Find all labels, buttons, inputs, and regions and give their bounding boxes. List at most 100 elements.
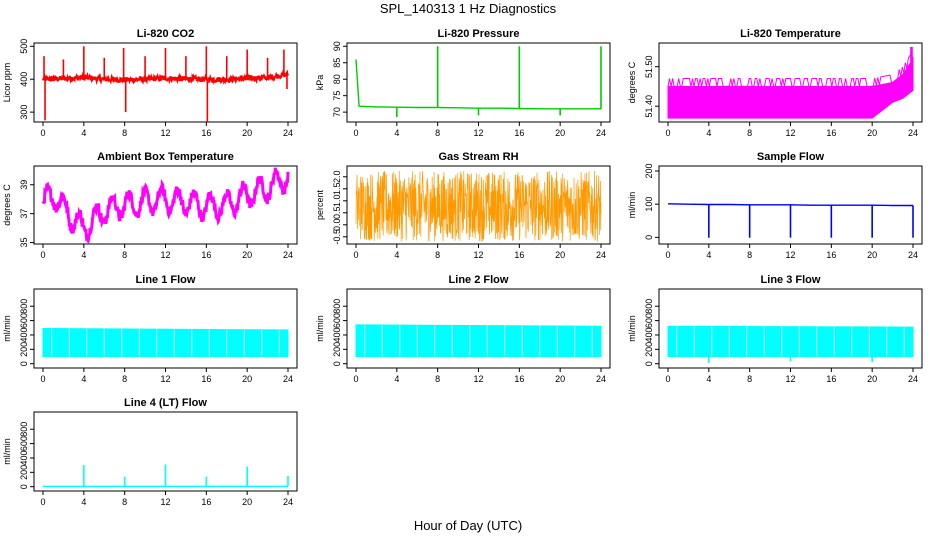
data-series [667,46,914,119]
y-tick-label: -0.5 [332,229,342,245]
y-tick-label: 200 [19,465,29,480]
x-tick-label: 4 [706,374,711,384]
x-tick-label: 12 [160,250,170,260]
chart-title: Line 1 Flow [136,274,196,286]
x-tick-label: 12 [785,250,795,260]
x-tick-label: 24 [596,374,606,384]
y-tick-label: 300 [19,105,29,120]
data-series [355,324,602,357]
chart-line-4-lt-flow: Line 4 (LT) Flow ml/min 0 4 8 12 16 20 24 0 200400… [2,397,298,507]
y-tick-label: 75 [332,91,342,101]
x-tick-label: 4 [81,250,86,260]
x-tick-label: 8 [122,250,127,260]
x-tick-label: 24 [283,128,293,138]
data-series [43,464,289,487]
chart-li820-temperature: Li-820 Temperature degrees C 0 4 8 12 16 20 24 51… [627,28,923,138]
x-tick-label: 4 [81,497,86,507]
x-tick-label: 16 [826,128,836,138]
x-tick-label: 12 [473,250,483,260]
chart-gas-stream-rh: Gas Stream RH percent 0 4 8 12 16 20 24 -0.50.00.… [315,151,611,260]
x-tick-label: 0 [40,497,45,507]
series-line [41,167,290,245]
x-tick-label: 8 [435,128,440,138]
x-tick-label: 0 [665,374,670,384]
y-axis-label: percent [315,189,325,220]
x-tick-label: 0 [353,128,358,138]
y-tick-label: 200 [644,342,654,357]
y-tick-label: 51.40 [644,95,654,118]
y-axis-label: ml/min [627,315,637,342]
y-tick-label: 400 [19,450,29,465]
y-tick-label: 0 [644,235,654,240]
x-tick-label: 24 [283,250,293,260]
y-tick-label: 600 [644,313,654,328]
y-tick-label: 0 [332,361,342,366]
y-tick-label: 39 [19,180,29,190]
x-tick-label: 24 [596,128,606,138]
chart-line-3-flow: Line 3 Flow ml/min 0 4 8 12 16 20 24 0 20040060080… [627,274,923,384]
x-tick-label: 4 [706,250,711,260]
y-tick-label: 90 [332,41,342,51]
x-tick-label: 24 [283,497,293,507]
y-tick-label: 51.50 [644,55,654,78]
chart-title: Gas Stream RH [438,151,518,163]
y-axis-label: ml/min [627,192,637,219]
y-tick-label: 400 [644,327,654,342]
x-tick-label: 0 [40,250,45,260]
chart-title: Sample Flow [757,151,825,163]
x-tick-label: 12 [785,128,795,138]
y-tick-label: 0.5 [332,207,342,220]
x-tick-label: 12 [160,497,170,507]
y-tick-label: 800 [332,299,342,314]
x-tick-label: 24 [283,374,293,384]
series-band [355,324,602,357]
y-tick-label: 35 [19,238,29,248]
x-tick-label: 20 [555,128,565,138]
x-tick-label: 0 [40,374,45,384]
y-tick-label: 400 [19,327,29,342]
x-tick-label: 16 [514,128,524,138]
x-tick-label: 0 [353,374,358,384]
x-tick-label: 16 [201,250,211,260]
x-tick-label: 20 [242,497,252,507]
y-axis-label: kPa [315,75,325,91]
x-tick-label: 16 [826,250,836,260]
x-tick-label: 12 [473,374,483,384]
x-tick-label: 20 [555,374,565,384]
data-series [42,327,289,357]
x-tick-label: 8 [122,497,127,507]
y-tick-label: 500 [19,39,29,54]
y-tick-label: 800 [19,299,29,314]
x-tick-label: 8 [747,128,752,138]
x-tick-label: 16 [201,374,211,384]
x-tick-label: 20 [867,128,877,138]
x-tick-label: 20 [242,128,252,138]
y-axis-label: degrees C [627,61,637,103]
y-tick-label: 37 [19,209,29,219]
x-tick-label: 20 [555,250,565,260]
y-tick-label: 600 [19,313,29,328]
y-tick-label: 2.0 [332,171,342,184]
x-tick-label: 0 [40,128,45,138]
y-tick-label: 400 [19,72,29,87]
x-axis-title: Hour of Day (UTC) [413,518,523,533]
x-tick-label: 12 [160,128,170,138]
y-tick-label: 0 [19,484,29,489]
y-tick-label: 600 [19,436,29,451]
series-line [667,52,914,87]
x-tick-label: 20 [867,250,877,260]
chart-li820-pressure: Li-820 Pressure kPa 0 4 8 12 16 20 24 70 75 80 85 90 [315,28,611,138]
x-tick-label: 8 [435,250,440,260]
chart-title: Line 4 (LT) Flow [124,397,207,409]
y-tick-label: 80 [332,74,342,84]
x-tick-label: 24 [596,250,606,260]
y-tick-label: 400 [332,327,342,342]
y-tick-label: 0.0 [332,219,342,232]
y-tick-label: 1.0 [332,195,342,208]
x-tick-label: 24 [908,250,918,260]
chart-title: Li-820 CO2 [137,28,194,40]
data-series [667,203,914,238]
chart-ambient-box-temperature: Ambient Box Temperature degrees C 0 4 8 12 16 2… [2,151,298,260]
x-tick-label: 8 [435,374,440,384]
x-tick-label: 20 [242,250,252,260]
